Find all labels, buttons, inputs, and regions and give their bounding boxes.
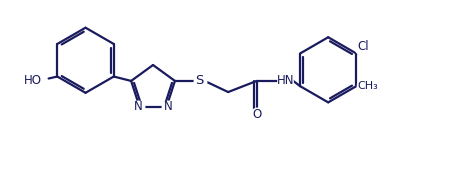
Text: N: N bbox=[164, 100, 172, 113]
Text: HN: HN bbox=[277, 74, 294, 87]
Text: Cl: Cl bbox=[358, 40, 370, 53]
Text: S: S bbox=[195, 74, 204, 87]
Text: N: N bbox=[133, 100, 142, 113]
Text: O: O bbox=[252, 108, 261, 121]
Text: CH₃: CH₃ bbox=[357, 81, 378, 91]
Text: HO: HO bbox=[23, 74, 41, 87]
